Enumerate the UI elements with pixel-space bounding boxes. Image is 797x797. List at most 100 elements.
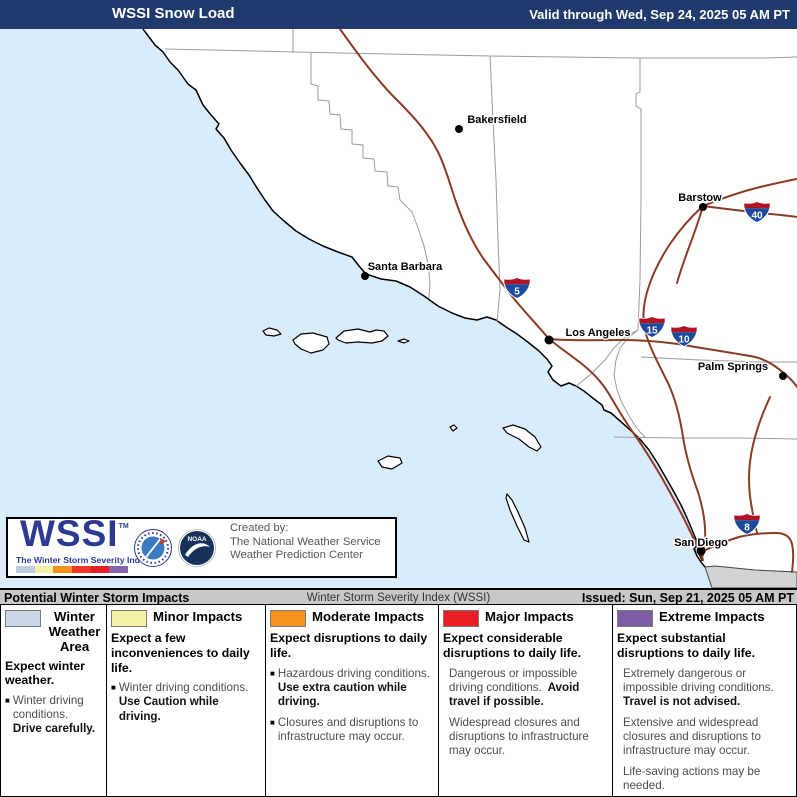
scale-seg-none: [16, 566, 35, 573]
interstate-shields: 5 15 10 40 8: [503, 201, 771, 535]
road-i15-ne: [702, 178, 797, 207]
road-barstow-south: [676, 205, 704, 284]
legend-item: ■ Winter driving conditions. Use Caution …: [111, 681, 249, 723]
trademark: TM: [118, 523, 129, 530]
legend-desc: Expect winter weather.: [5, 658, 85, 688]
shield-i10: 10: [670, 325, 698, 347]
info-bar-subtitle: Winter Storm Severity Index (WSSI): [306, 592, 491, 604]
wssi-map: Bakersfield Santa Barbara Los Angeles Ba…: [0, 28, 797, 589]
svg-text:NOAA: NOAA: [187, 536, 206, 543]
road-i5-north: [339, 28, 550, 340]
legend-col-extreme: Extreme Impacts Expect substantial disru…: [613, 605, 796, 796]
legend-item: Extensive and widespread closures and di…: [623, 715, 761, 758]
road-i8: [702, 531, 795, 573]
island-san-clemente: [505, 493, 530, 543]
swatch-winter-weather: [5, 610, 41, 627]
swatch-major: [443, 610, 479, 627]
impact-legend: Winter Weather Area Expect winter weathe…: [0, 604, 797, 797]
shield-i40: 40: [743, 201, 771, 223]
channel-islands: [262, 327, 542, 543]
svg-text:5: 5: [514, 287, 520, 298]
legend-col-minor: Minor Impacts Expect a few inconvenience…: [107, 605, 266, 796]
island-santa-barbara: [449, 424, 458, 432]
scale-seg-major1: [72, 566, 91, 573]
legend-item: Extremely dangerous or impossible drivin…: [623, 666, 774, 708]
dot-palm-springs: [779, 372, 787, 380]
city-labels: Bakersfield Santa Barbara Los Angeles Ba…: [366, 113, 769, 551]
legend-title: Minor Impacts: [153, 609, 243, 624]
valid-through-text: Valid through Wed, Sep 24, 2025 05 AM PT: [529, 7, 790, 22]
created-by-line: The National Weather Service: [230, 535, 381, 548]
swatch-extreme: [617, 610, 653, 627]
svg-text:15: 15: [646, 326, 658, 337]
info-bar: Potential Winter Storm Impacts Winter St…: [0, 588, 797, 605]
dot-los-angeles: [544, 335, 554, 345]
created-by-line: Created by:: [230, 522, 289, 534]
scale-seg-moderate: [53, 566, 73, 573]
legend-desc: Expect disruptions to daily life.: [270, 631, 428, 660]
bullet-icon: ■: [270, 668, 275, 678]
legend-item: ■ Hazardous driving conditions. Use extra…: [270, 666, 430, 708]
page-title: WSSI Snow Load: [112, 5, 235, 22]
svg-text:8: 8: [744, 523, 750, 534]
bullet-icon: ■: [270, 717, 275, 727]
label-barstow: Barstow: [678, 192, 722, 204]
bullet-icon: ■: [111, 683, 116, 693]
legend-item: Widespread closures and disruptions to i…: [449, 715, 589, 758]
label-los-angeles: Los Angeles: [566, 327, 631, 339]
svg-text:40: 40: [751, 211, 763, 222]
island-san-miguel: [262, 327, 282, 337]
wssi-wordmark: WSSITM: [20, 513, 129, 554]
legend-item: ■ Closures and disruptions to infrastruct…: [270, 715, 419, 744]
legend-col-moderate: Moderate Impacts Expect disruptions to d…: [266, 605, 439, 796]
legend-desc: Expect substantial disruptions to daily …: [617, 631, 756, 660]
created-by-text: Created by: The National Weather Service…: [230, 522, 381, 563]
dot-barstow: [699, 203, 707, 211]
land: [143, 29, 797, 572]
legend-item: Life-saving actions may be needed.: [623, 765, 761, 793]
legend-desc: Expect a few inconveniences to daily lif…: [111, 631, 250, 675]
scale-seg-extreme: [109, 566, 129, 573]
legend-col-winter-weather: Winter Weather Area Expect winter weathe…: [1, 605, 107, 796]
shield-i5: 5: [503, 277, 531, 299]
legend-col-major: Major Impacts Expect considerable disrup…: [439, 605, 613, 796]
island-catalina: [502, 424, 542, 452]
swatch-moderate: [270, 610, 306, 627]
label-bakersfield: Bakersfield: [467, 114, 526, 126]
coastline: [142, 28, 706, 568]
header-bar: WSSI Snow Load Valid through Wed, Sep 24…: [0, 0, 797, 29]
legend-title: Winter Weather Area: [48, 609, 101, 655]
legend-title: Major Impacts: [485, 609, 574, 624]
legend-item: ■ Winter driving conditions. Drive carefu…: [5, 694, 96, 736]
bullet-icon: ■: [5, 696, 10, 706]
road-i15: [642, 205, 707, 559]
island-santa-cruz: [335, 328, 389, 344]
island-anacapa: [397, 338, 410, 344]
road-i5-south: [548, 338, 704, 561]
noaa-logo-icon: NOAA: [178, 529, 216, 567]
legend-desc: Expect considerable disruptions to daily…: [443, 631, 582, 660]
scale-seg-major2: [90, 566, 110, 573]
legend-item: Dangerous or impossible driving conditio…: [449, 666, 580, 708]
shield-i8: 8: [733, 513, 761, 535]
county-lines: [164, 29, 797, 440]
svg-text:10: 10: [678, 335, 690, 346]
island-santa-rosa: [292, 332, 330, 354]
label-santa-barbara: Santa Barbara: [368, 261, 443, 273]
nws-logo-icon: [134, 529, 172, 567]
dot-santa-barbara: [361, 272, 369, 280]
created-by-line: Weather Prediction Center: [230, 549, 363, 561]
city-dots: [361, 125, 787, 556]
label-palm-springs: Palm Springs: [698, 361, 768, 373]
legend-title: Moderate Impacts: [312, 609, 425, 624]
map-area: Bakersfield Santa Barbara Los Angeles Ba…: [0, 28, 797, 589]
scale-seg-minor: [34, 566, 54, 573]
info-bar-title: Potential Winter Storm Impacts: [4, 591, 190, 605]
dot-san-diego: [696, 546, 706, 556]
issued-text: Issued: Sun, Sep 21, 2025 05 AM PT: [581, 591, 794, 605]
legend-title: Extreme Impacts: [659, 609, 765, 624]
island-san-nicolas: [377, 455, 403, 470]
shield-i15: 15: [638, 316, 666, 338]
swatch-minor: [111, 610, 147, 627]
severity-scale-bar: [16, 566, 129, 573]
